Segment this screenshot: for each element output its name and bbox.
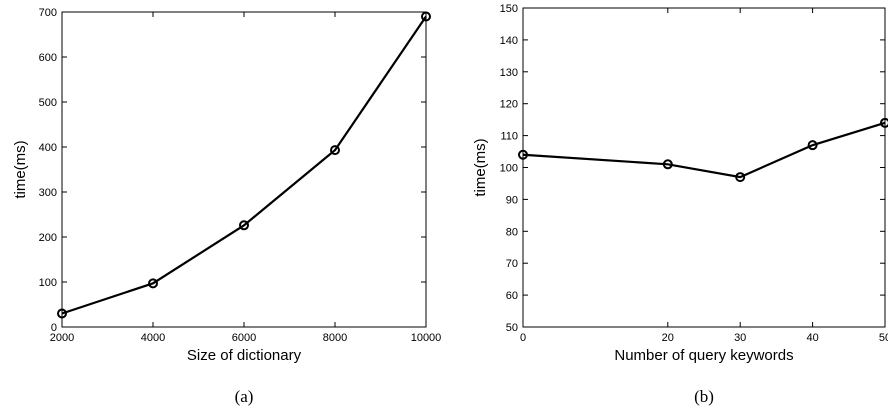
chart-a-x-axis-label: Size of dictionary [187, 347, 302, 364]
chart-a-caption: (a) [235, 387, 254, 406]
chart-b-points [518, 117, 888, 183]
data-point [735, 172, 746, 183]
chart-a-series-line [61, 15, 427, 315]
data-point [330, 145, 340, 156]
x-tick-label: 20 [662, 332, 674, 344]
chart-b-x-axis-label: Number of query keywords [614, 347, 793, 364]
chart-a-ticks: 2000 4000 6000 8000 10000 0 100 200 300 400 500 600… [39, 7, 442, 344]
chart-b-plot-frame [522, 7, 886, 328]
data-point [239, 220, 249, 231]
data-point [662, 159, 673, 170]
data-point [880, 117, 888, 128]
y-tick-label: 130 [500, 67, 518, 79]
chart-a-points [57, 11, 431, 319]
x-tick-label: 50 [879, 332, 888, 344]
y-tick-label: 70 [506, 258, 518, 270]
data-point [807, 140, 818, 151]
x-tick-label: 8000 [323, 332, 347, 344]
chart-a-y-axis-label: time(ms) [12, 140, 29, 198]
y-tick-label: 50 [506, 322, 518, 334]
chart-a-plot-frame [61, 11, 427, 328]
y-tick-label: 150 [500, 3, 518, 15]
data-point [518, 149, 528, 160]
y-tick-label: 700 [39, 7, 57, 19]
x-tick-label: 6000 [232, 332, 256, 344]
x-tick-label: 4000 [141, 332, 165, 344]
y-tick-label: 140 [500, 35, 518, 47]
data-point [57, 308, 67, 319]
chart-a: 2000 4000 6000 8000 10000 0 100 200 300 400 500 600… [12, 7, 441, 406]
y-tick-label: 60 [506, 290, 518, 302]
y-tick-label: 90 [506, 194, 518, 206]
y-tick-label: 110 [500, 131, 518, 143]
y-tick-label: 300 [39, 187, 57, 199]
y-tick-label: 600 [39, 52, 57, 64]
y-tick-label: 100 [500, 163, 518, 175]
y-tick-label: 80 [506, 226, 518, 238]
x-tick-label: 0 [520, 332, 526, 344]
chart-b-caption: (b) [694, 387, 714, 406]
x-tick-label: 2000 [50, 332, 74, 344]
chart-b-ticks: 0 20 30 40 50 50 60 70 80 90 100 110 120 130 140 150 [500, 3, 888, 344]
x-tick-label: 40 [806, 332, 818, 344]
y-tick-label: 500 [39, 97, 57, 109]
data-point [421, 11, 431, 22]
chart-b-y-axis-label: time(ms) [472, 138, 489, 196]
x-tick-label: 30 [734, 332, 746, 344]
y-tick-label: 120 [500, 99, 518, 111]
y-tick-label: 0 [51, 322, 57, 334]
chart-b: 0 20 30 40 50 50 60 70 80 90 100 110 120 130 140 150 Nu… [472, 3, 888, 406]
chart-b-series-line [522, 121, 886, 179]
x-tick-label: 10000 [411, 332, 442, 344]
y-tick-label: 100 [39, 277, 57, 289]
y-tick-label: 200 [39, 232, 57, 244]
y-tick-label: 400 [39, 142, 57, 154]
data-point [148, 278, 158, 289]
